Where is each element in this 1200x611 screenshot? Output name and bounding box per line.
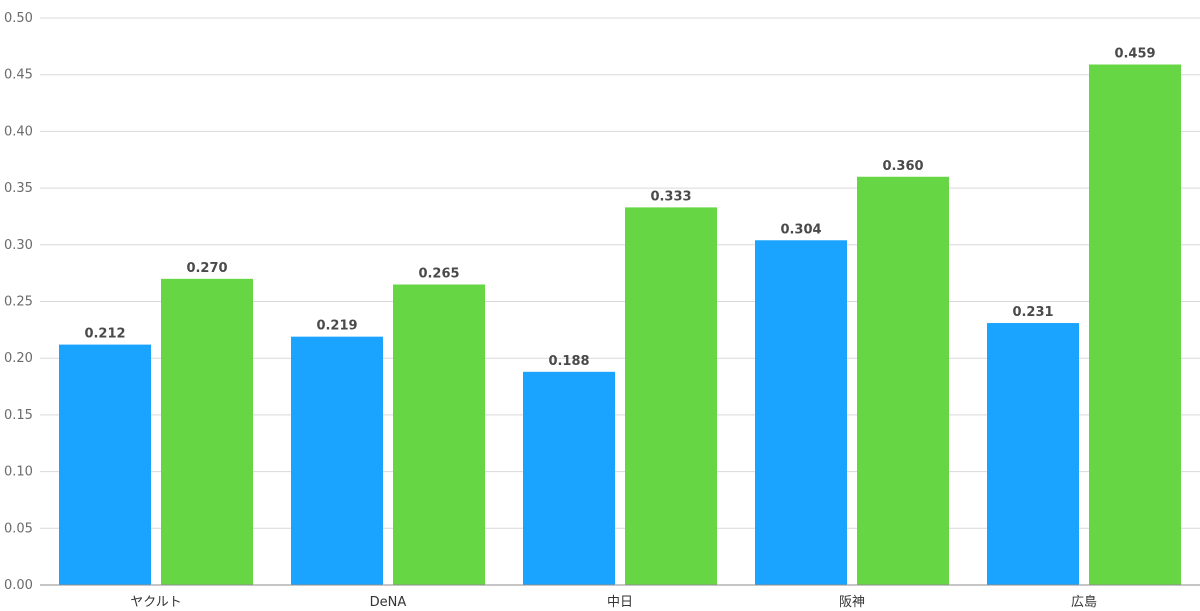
y-tick-label: 0.35 xyxy=(4,181,33,196)
bar xyxy=(857,176,949,585)
data-label: 0.265 xyxy=(418,266,459,281)
data-label: 0.231 xyxy=(1012,305,1053,320)
y-tick-label: 0.20 xyxy=(4,351,33,366)
y-tick-label: 0.15 xyxy=(4,408,33,423)
x-tick-label: 阪神 xyxy=(839,595,865,610)
data-label: 0.270 xyxy=(186,261,227,276)
data-labels: 0.212 0.270 0.219 0.265 0.188 0.333 0.304 0.360… xyxy=(84,46,1155,368)
y-tick-label: 0.50 xyxy=(4,11,33,26)
y-tick-label: 0.45 xyxy=(4,68,33,83)
bar xyxy=(393,284,485,585)
y-tick-label: 0.05 xyxy=(4,521,33,536)
y-tick-label: 0.00 xyxy=(4,578,33,593)
bar xyxy=(291,336,383,585)
data-label: 0.188 xyxy=(548,354,589,369)
bar xyxy=(161,278,253,585)
bar xyxy=(523,371,615,585)
data-label: 0.333 xyxy=(650,189,691,204)
bar xyxy=(625,207,717,586)
data-label: 0.212 xyxy=(84,327,125,342)
y-tick-label: 0.30 xyxy=(4,238,33,253)
x-tick-label: ヤクルト xyxy=(130,595,182,610)
data-label: 0.360 xyxy=(882,159,923,174)
data-label: 0.459 xyxy=(1114,46,1155,61)
y-tick-label: 0.40 xyxy=(4,124,33,139)
data-label: 0.219 xyxy=(316,319,357,334)
x-tick-label: DeNA xyxy=(370,595,407,610)
bar xyxy=(1089,64,1181,585)
x-tick-label: 中日 xyxy=(607,595,633,610)
bar xyxy=(59,344,151,585)
x-tick-label: 広島 xyxy=(1071,595,1097,610)
data-label: 0.304 xyxy=(780,222,821,237)
axes: 0.00 0.05 0.10 0.15 0.20 0.25 0.30 0.35 0.40 0.45… xyxy=(4,11,1200,610)
bar xyxy=(755,240,847,585)
bar xyxy=(987,323,1079,585)
y-tick-label: 0.10 xyxy=(4,465,33,480)
bars xyxy=(59,64,1181,586)
y-tick-label: 0.25 xyxy=(4,295,33,310)
